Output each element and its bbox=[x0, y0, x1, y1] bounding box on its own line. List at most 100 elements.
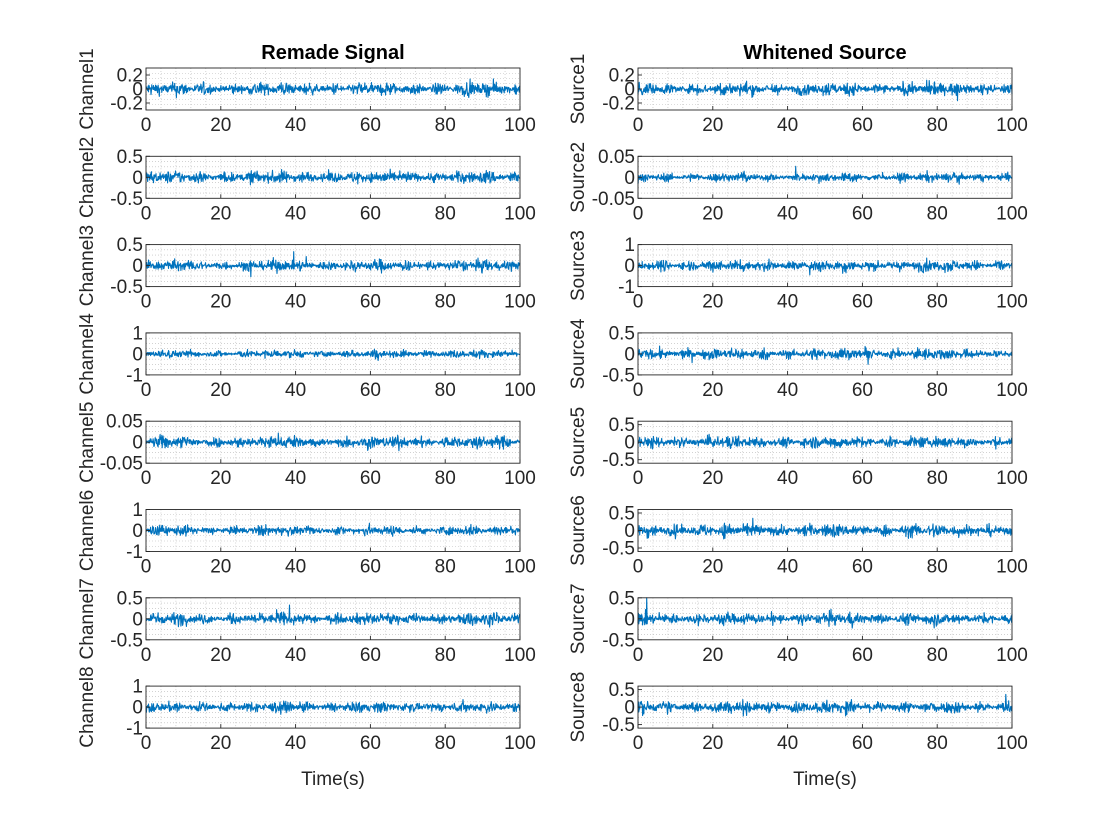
y-axis-label-channel5: Channel5 bbox=[77, 402, 98, 483]
y-tick-label: 0.5 bbox=[117, 588, 143, 609]
y-tick-label: 0 bbox=[624, 698, 635, 719]
y-tick-label: 0.5 bbox=[609, 680, 635, 701]
x-tick-label: 20 bbox=[702, 733, 723, 754]
y-tick-label: -1 bbox=[126, 719, 143, 740]
x-tick-label: 40 bbox=[777, 645, 798, 666]
y-tick-label: -0.05 bbox=[100, 454, 143, 475]
y-axis-label-source6: Source6 bbox=[568, 495, 589, 566]
x-tick-label: 100 bbox=[996, 645, 1028, 666]
x-tick-label: 20 bbox=[210, 468, 231, 489]
x-tick-label: 80 bbox=[435, 557, 456, 578]
y-axis-label-source4: Source4 bbox=[568, 318, 589, 389]
y-tick-label: 0 bbox=[132, 433, 143, 454]
x-tick-label: 0 bbox=[141, 468, 152, 489]
x-tick-label: 60 bbox=[852, 380, 873, 401]
y-tick-label: 0 bbox=[132, 168, 143, 189]
x-tick-label: 100 bbox=[996, 292, 1028, 313]
y-tick-label: 0 bbox=[624, 433, 635, 454]
x-tick-label: 60 bbox=[852, 115, 873, 136]
x-tick-label: 60 bbox=[360, 203, 381, 224]
y-tick-label: 0 bbox=[132, 344, 143, 365]
x-tick-label: 80 bbox=[927, 733, 948, 754]
signal-trace-source5 bbox=[637, 433, 1013, 450]
x-tick-label: 20 bbox=[210, 645, 231, 666]
x-tick-label: 80 bbox=[927, 645, 948, 666]
x-tick-label: 0 bbox=[633, 115, 644, 136]
x-tick-label: 0 bbox=[141, 203, 152, 224]
signal-trace-source1 bbox=[637, 79, 1013, 102]
x-tick-label: 60 bbox=[852, 292, 873, 313]
y-tick-label: 1 bbox=[132, 677, 143, 698]
x-tick-label: 100 bbox=[504, 733, 536, 754]
x-tick-label: 0 bbox=[141, 380, 152, 401]
x-tick-label: 60 bbox=[852, 468, 873, 489]
signal-trace-channel6 bbox=[145, 522, 521, 537]
x-tick-label: 40 bbox=[777, 557, 798, 578]
y-tick-label: 0 bbox=[132, 609, 143, 630]
y-tick-label: 0 bbox=[624, 521, 635, 542]
whitened-source-title: Whitened Source bbox=[743, 42, 906, 64]
x-tick-label: 100 bbox=[504, 380, 536, 401]
y-tick-label: 0.2 bbox=[609, 66, 635, 87]
signal-trace-channel1 bbox=[145, 78, 521, 99]
x-tick-label: 0 bbox=[633, 380, 644, 401]
signal-trace-source8 bbox=[637, 693, 1013, 717]
x-tick-label: 40 bbox=[285, 557, 306, 578]
x-tick-label: 60 bbox=[852, 557, 873, 578]
y-tick-label: -1 bbox=[618, 277, 635, 298]
signal-trace-source6 bbox=[637, 517, 1013, 540]
x-tick-label: 40 bbox=[777, 380, 798, 401]
y-tick-label: 0.05 bbox=[598, 147, 635, 168]
y-tick-label: 0 bbox=[624, 344, 635, 365]
y-tick-label: 0.2 bbox=[117, 66, 143, 87]
y-tick-label: -0.5 bbox=[602, 365, 635, 386]
x-tick-label: 0 bbox=[141, 733, 152, 754]
y-axis-label-channel1: Channel1 bbox=[77, 48, 98, 129]
y-tick-label: 0.5 bbox=[609, 415, 635, 436]
x-tick-label: 80 bbox=[927, 115, 948, 136]
y-tick-label: 0 bbox=[624, 168, 635, 189]
signal-trace-channel8 bbox=[145, 699, 521, 715]
y-axis-label-source7: Source7 bbox=[568, 583, 589, 654]
y-axis-label-source1: Source1 bbox=[568, 54, 589, 125]
x-tick-label: 40 bbox=[777, 115, 798, 136]
x-tick-label: 20 bbox=[702, 468, 723, 489]
x-tick-label: 80 bbox=[435, 468, 456, 489]
x-tick-label: 100 bbox=[996, 203, 1028, 224]
x-tick-label: 20 bbox=[210, 292, 231, 313]
y-axis-label-source5: Source5 bbox=[568, 407, 589, 478]
y-tick-label: 0 bbox=[624, 256, 635, 277]
y-tick-label: 0.05 bbox=[106, 412, 143, 433]
x-tick-label: 60 bbox=[360, 115, 381, 136]
x-tick-label: 80 bbox=[435, 115, 456, 136]
x-tick-label: 40 bbox=[777, 733, 798, 754]
x-tick-label: 80 bbox=[435, 733, 456, 754]
x-tick-label: 20 bbox=[210, 203, 231, 224]
x-tick-label: 100 bbox=[504, 292, 536, 313]
x-tick-label: 80 bbox=[435, 203, 456, 224]
x-tick-label: 40 bbox=[285, 292, 306, 313]
y-tick-label: -0.2 bbox=[110, 94, 143, 115]
y-tick-label: -0.05 bbox=[592, 189, 635, 210]
x-tick-label: 80 bbox=[927, 292, 948, 313]
x-tick-label: 100 bbox=[504, 645, 536, 666]
y-tick-label: -0.5 bbox=[602, 715, 635, 736]
x-tick-label: 40 bbox=[777, 468, 798, 489]
x-tick-label: 40 bbox=[777, 203, 798, 224]
x-tick-label: 40 bbox=[285, 645, 306, 666]
x-tick-label: 40 bbox=[285, 380, 306, 401]
x-tick-label: 20 bbox=[210, 380, 231, 401]
y-tick-label: -0.5 bbox=[110, 189, 143, 210]
